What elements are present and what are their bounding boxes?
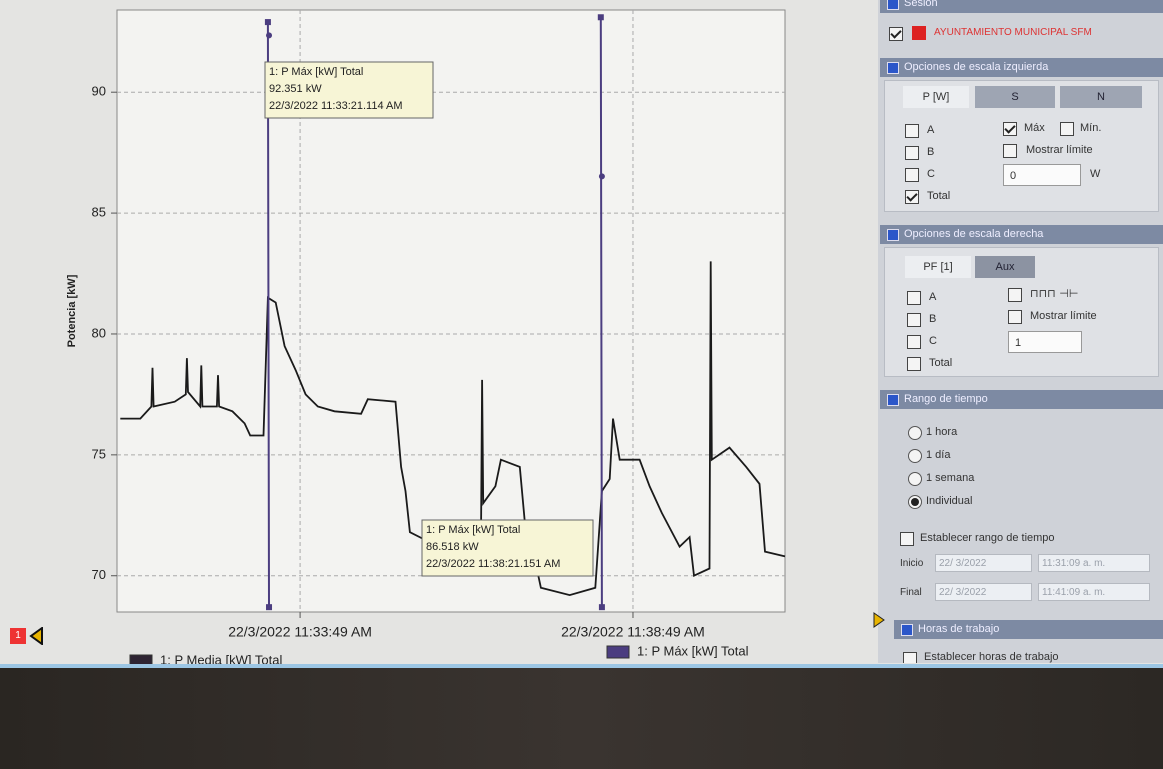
section-header[interactable]: Rango de tiempo xyxy=(880,390,1163,409)
label: Inicio xyxy=(900,558,923,569)
page-badge[interactable]: 1 xyxy=(10,628,26,644)
checkbox[interactable] xyxy=(889,27,903,41)
time-input[interactable]: 11:41:09 a. m. xyxy=(1038,583,1150,601)
radio[interactable] xyxy=(908,449,922,463)
radio[interactable] xyxy=(908,495,922,509)
label: Mín. xyxy=(1080,122,1101,134)
text-input[interactable]: 1 xyxy=(1008,331,1082,353)
tooltip-text: 86.518 kW xyxy=(426,541,479,553)
tooltip-text: 22/3/2022 11:38:21.151 AM xyxy=(426,558,560,570)
label: 1 hora xyxy=(926,426,957,438)
tab[interactable]: Aux xyxy=(975,256,1035,278)
label: ⊓⊓⊓ ⊣⊢ xyxy=(1030,287,1078,300)
label: Establecer rango de tiempo xyxy=(920,532,1055,544)
label: C xyxy=(929,335,937,347)
tab[interactable]: P [W] xyxy=(903,86,969,108)
unit: W xyxy=(1090,168,1100,180)
icon xyxy=(912,26,926,40)
screen: Potencia [kW] 70 75 80 85 90 22/3/2022 11:33:… xyxy=(0,0,1163,769)
section-header[interactable]: Horas de trabajo xyxy=(894,620,1163,639)
y-tick-label: 75 xyxy=(92,446,106,461)
expand-arrow[interactable] xyxy=(872,612,886,628)
checkbox[interactable] xyxy=(905,190,919,204)
point-marker xyxy=(266,604,272,610)
checkbox[interactable] xyxy=(905,146,919,160)
legend-swatch xyxy=(607,646,629,658)
checkbox[interactable] xyxy=(905,168,919,182)
label: A xyxy=(927,124,934,136)
radio[interactable] xyxy=(908,426,922,440)
checkbox[interactable] xyxy=(907,291,921,305)
label: C xyxy=(927,168,935,180)
checkbox[interactable] xyxy=(1008,310,1022,324)
checkbox[interactable] xyxy=(1008,288,1022,302)
side-panel: Sesión AYUNTAMIENTO MUNICIPAL SFM Opcion… xyxy=(878,0,1163,663)
tab[interactable]: N xyxy=(1060,86,1142,108)
checkbox[interactable] xyxy=(1060,122,1074,136)
date-input[interactable]: 22/ 3/2022 xyxy=(935,583,1032,601)
checkbox[interactable] xyxy=(907,357,921,371)
section-header[interactable]: Opciones de escala izquierda xyxy=(880,58,1163,77)
tab[interactable]: PF [1] xyxy=(905,256,971,278)
collapse-arrow[interactable] xyxy=(28,627,44,645)
session-name: AYUNTAMIENTO MUNICIPAL SFM xyxy=(934,27,1092,38)
label: Máx xyxy=(1024,122,1045,134)
label: A xyxy=(929,291,936,303)
checkbox[interactable] xyxy=(907,335,921,349)
checkbox[interactable] xyxy=(1003,144,1017,158)
y-tick-label: 70 xyxy=(92,567,106,582)
chart: Potencia [kW] 70 75 80 85 90 22/3/2022 11:33:… xyxy=(0,0,870,668)
checkbox[interactable] xyxy=(1003,122,1017,136)
label: B xyxy=(927,146,934,158)
tab[interactable]: S xyxy=(975,86,1055,108)
label: 1 semana xyxy=(926,472,974,484)
tooltip-text: 1: P Máx [kW] Total xyxy=(269,66,363,78)
y-axis-label: Potencia [kW] xyxy=(66,274,78,347)
text-input[interactable]: 0 xyxy=(1003,164,1081,186)
dark-foreground xyxy=(0,668,1163,769)
radio[interactable] xyxy=(908,472,922,486)
annotation-marker xyxy=(266,32,272,38)
checkbox[interactable] xyxy=(905,124,919,138)
label: Mostrar límite xyxy=(1030,310,1097,322)
legend-label: 1: P Máx [kW] Total xyxy=(637,643,749,658)
y-tick-label: 80 xyxy=(92,325,106,340)
checkbox[interactable] xyxy=(907,313,921,327)
point-marker xyxy=(265,19,271,25)
y-tick-label: 90 xyxy=(92,84,106,99)
x-tick-label: 22/3/2022 11:33:49 AM xyxy=(228,624,372,640)
section-header[interactable]: Sesión xyxy=(880,0,1163,13)
checkbox[interactable] xyxy=(900,532,914,546)
tooltip-text: 22/3/2022 11:33:21.114 AM xyxy=(269,100,403,112)
label: B xyxy=(929,313,936,325)
tooltip-text: 1: P Máx [kW] Total xyxy=(426,524,520,536)
label: Mostrar límite xyxy=(1026,144,1093,156)
section-header[interactable]: Opciones de escala derecha xyxy=(880,225,1163,244)
point-marker xyxy=(598,14,604,20)
time-input[interactable]: 11:31:09 a. m. xyxy=(1038,554,1150,572)
label: Total xyxy=(929,357,952,369)
x-tick-label: 22/3/2022 11:38:49 AM xyxy=(561,624,705,640)
point-marker xyxy=(599,604,605,610)
date-input[interactable]: 22/ 3/2022 xyxy=(935,554,1032,572)
label: Final xyxy=(900,587,922,598)
label: Individual xyxy=(926,495,972,507)
label: Total xyxy=(927,190,950,202)
y-tick-label: 85 xyxy=(92,205,106,220)
tooltip-text: 92.351 kW xyxy=(269,83,322,95)
label: Establecer horas de trabajo xyxy=(924,651,1059,663)
checkbox[interactable] xyxy=(903,652,917,663)
annotation-marker xyxy=(599,173,605,179)
label: 1 día xyxy=(926,449,950,461)
